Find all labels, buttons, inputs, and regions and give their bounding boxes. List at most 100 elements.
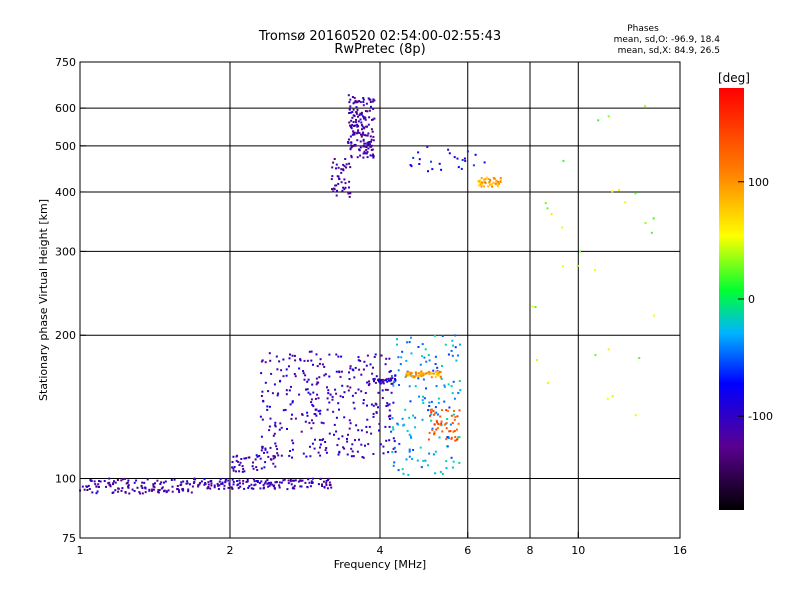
- data-point: [450, 385, 453, 388]
- data-point: [297, 480, 300, 483]
- data-point: [322, 438, 325, 441]
- data-point: [416, 459, 419, 462]
- data-point: [352, 131, 355, 134]
- data-point: [375, 375, 378, 378]
- data-point: [440, 377, 443, 380]
- y-tick-label: 200: [55, 329, 76, 342]
- data-point: [287, 482, 290, 485]
- data-point: [318, 438, 321, 441]
- data-point: [331, 398, 334, 401]
- data-point: [266, 408, 269, 411]
- data-point: [430, 160, 432, 163]
- data-point: [370, 140, 372, 143]
- data-point: [362, 402, 365, 405]
- data-point: [480, 181, 483, 184]
- data-point: [261, 447, 264, 450]
- data-point: [332, 190, 335, 193]
- data-point: [311, 442, 314, 445]
- data-point: [136, 486, 139, 489]
- data-point: [439, 371, 442, 373]
- data-point: [392, 464, 395, 467]
- data-point: [434, 450, 437, 453]
- data-point: [359, 118, 362, 121]
- data-point: [441, 409, 443, 412]
- data-point: [348, 378, 351, 380]
- data-point: [372, 107, 375, 110]
- data-point: [256, 480, 259, 483]
- data-point: [231, 487, 234, 490]
- data-point: [459, 343, 461, 346]
- data-point: [432, 453, 435, 456]
- data-point: [154, 482, 156, 485]
- data-point: [457, 436, 460, 439]
- data-point: [372, 153, 375, 156]
- y-tick-label: 400: [55, 186, 76, 199]
- data-point: [355, 101, 358, 104]
- data-point: [349, 124, 351, 127]
- data-point: [353, 133, 356, 136]
- data-point: [312, 363, 314, 366]
- data-point: [267, 390, 270, 393]
- data-point: [431, 427, 434, 430]
- data-point: [332, 161, 335, 164]
- data-point: [91, 491, 94, 494]
- data-point: [216, 482, 219, 485]
- data-point: [352, 121, 355, 123]
- data-point: [413, 375, 416, 378]
- data-point: [303, 378, 306, 381]
- data-point: [365, 125, 368, 128]
- data-point: [347, 389, 350, 392]
- data-point: [350, 455, 353, 458]
- data-point: [317, 397, 320, 400]
- data-point: [408, 455, 411, 458]
- data-point: [360, 121, 363, 124]
- data-point: [431, 168, 434, 171]
- data-point: [278, 481, 281, 484]
- data-point: [333, 188, 336, 191]
- data-point: [289, 403, 292, 406]
- data-point: [309, 485, 312, 488]
- data-point: [345, 166, 348, 169]
- data-point: [223, 484, 226, 487]
- data-point: [383, 379, 386, 382]
- data-point: [357, 356, 360, 359]
- data-point: [489, 178, 492, 181]
- data-point: [239, 461, 242, 464]
- data-point: [276, 448, 279, 451]
- data-point: [325, 479, 328, 482]
- data-point: [363, 127, 366, 130]
- data-point: [362, 399, 365, 401]
- data-point: [440, 422, 443, 425]
- data-point: [371, 118, 373, 121]
- data-point: [418, 158, 421, 161]
- data-point: [271, 483, 274, 486]
- data-point: [279, 380, 281, 383]
- data-point: [173, 478, 176, 481]
- data-point: [306, 414, 309, 417]
- data-point: [348, 195, 351, 198]
- y-tick-label: 100: [55, 473, 76, 486]
- data-point: [365, 152, 368, 155]
- data-point: [273, 432, 276, 435]
- data-point: [117, 490, 120, 493]
- data-point: [363, 150, 366, 153]
- data-point: [310, 427, 313, 430]
- data-point: [454, 334, 457, 337]
- data-point: [266, 405, 269, 408]
- data-point: [397, 369, 400, 372]
- data-point: [364, 152, 367, 155]
- data-point: [638, 357, 641, 359]
- data-point: [276, 452, 279, 455]
- data-point: [351, 111, 354, 113]
- data-point: [240, 458, 243, 460]
- data-point: [254, 483, 257, 486]
- data-point: [357, 359, 360, 362]
- data-point: [328, 401, 331, 404]
- data-point: [369, 101, 372, 103]
- data-point: [259, 415, 262, 418]
- data-point: [291, 448, 294, 451]
- data-point: [433, 334, 436, 337]
- data-point: [120, 479, 123, 482]
- data-point: [347, 94, 350, 97]
- data-point: [348, 371, 350, 374]
